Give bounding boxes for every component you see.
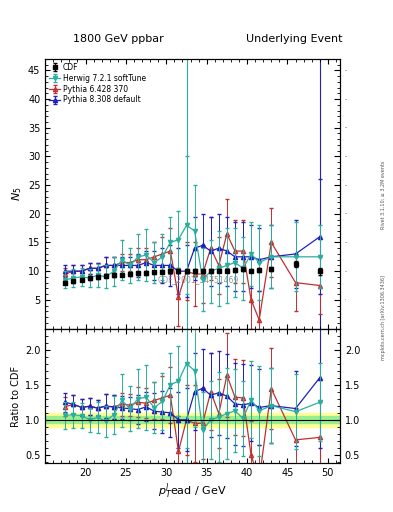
Text: Underlying Event: Underlying Event (246, 33, 343, 44)
Bar (45, 413, 340, 427)
Text: mcplots.cern.ch [arXiv:1306.3436]: mcplots.cern.ch [arXiv:1306.3436] (381, 275, 386, 360)
X-axis label: $p_T^l$ead / GeV: $p_T^l$ead / GeV (158, 481, 227, 501)
Text: CDF_2001_S4751469: CDF_2001_S4751469 (158, 275, 239, 285)
Bar (45, 416, 340, 423)
Text: 1800 GeV ppbar: 1800 GeV ppbar (73, 33, 163, 44)
Y-axis label: $N_5$: $N_5$ (10, 186, 24, 201)
Legend: CDF, Herwig 7.2.1 softTune, Pythia 6.428 370, Pythia 8.308 default: CDF, Herwig 7.2.1 softTune, Pythia 6.428… (48, 61, 147, 106)
Y-axis label: Ratio to CDF: Ratio to CDF (11, 366, 21, 426)
Text: Rivet 3.1.10; ≥ 3.2M events: Rivet 3.1.10; ≥ 3.2M events (381, 160, 386, 229)
